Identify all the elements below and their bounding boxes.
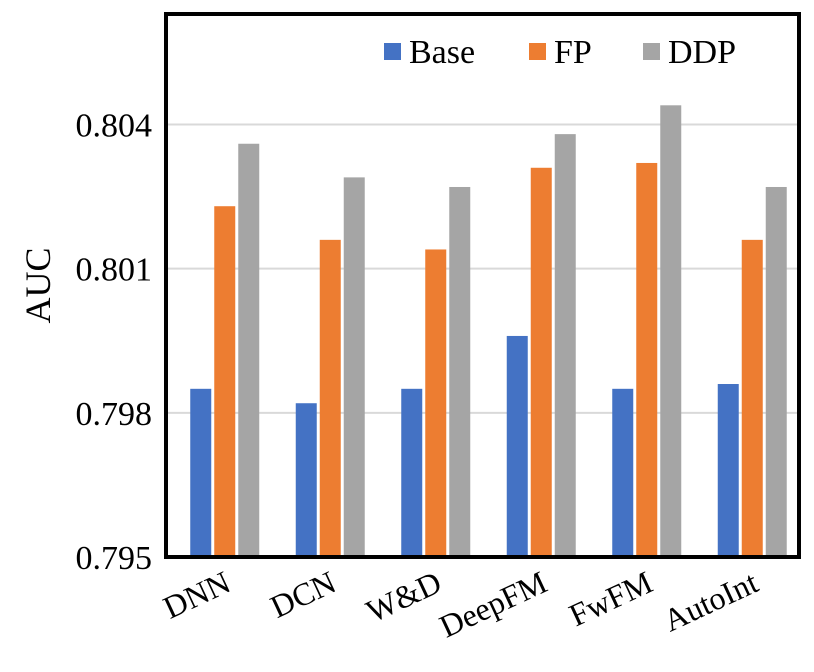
x-tick-label: FwFM	[564, 564, 658, 633]
legend-label: Base	[409, 34, 475, 71]
bar-base-dcn	[295, 403, 317, 557]
plot-frame	[164, 12, 801, 559]
bar-ddp-dcn	[343, 177, 365, 557]
legend-swatch-ddp	[643, 43, 660, 60]
bar-fp-dcn	[319, 239, 341, 558]
y-axis-label: AUC	[18, 247, 58, 323]
bar-ddp-wd	[449, 186, 471, 557]
legend-swatch-base	[384, 43, 401, 60]
legend-swatch-fp	[529, 43, 546, 60]
bars	[190, 105, 787, 558]
bar-base-autoint	[717, 384, 739, 557]
bar-ddp-autoint	[765, 186, 787, 557]
y-tick-label: 0.804	[76, 108, 153, 145]
x-tick-label: DCN	[265, 564, 341, 625]
bar-ddp-fwfm	[660, 105, 682, 557]
y-tick-label: 0.801	[76, 252, 153, 289]
x-tick-label: W&D	[361, 564, 447, 630]
x-tick-label: DNN	[158, 564, 236, 626]
bar-ddp-dnn	[238, 143, 260, 558]
y-tick-label: 0.795	[76, 540, 153, 577]
x-tick-label: DeepFM	[434, 564, 552, 645]
bar-fp-dnn	[214, 206, 236, 557]
legend-label: FP	[554, 34, 592, 71]
bar-base-deepfm	[506, 335, 528, 557]
legend: Base FP DDP	[384, 34, 736, 71]
bar-base-wd	[401, 388, 423, 557]
gridlines	[166, 123, 799, 414]
bar-base-fwfm	[612, 388, 634, 557]
bar-fp-fwfm	[636, 162, 658, 557]
y-axis-ticks: 0.795 0.798 0.801 0.804	[76, 108, 153, 577]
bar-fp-autoint	[741, 239, 763, 558]
legend-label: DDP	[668, 34, 736, 71]
x-tick-label: AutoInt	[658, 564, 764, 639]
y-tick-label: 0.798	[76, 396, 153, 433]
bar-fp-wd	[425, 249, 447, 557]
bar-fp-deepfm	[530, 167, 552, 558]
bar-ddp-deepfm	[554, 134, 576, 557]
bar-base-dnn	[190, 388, 212, 557]
